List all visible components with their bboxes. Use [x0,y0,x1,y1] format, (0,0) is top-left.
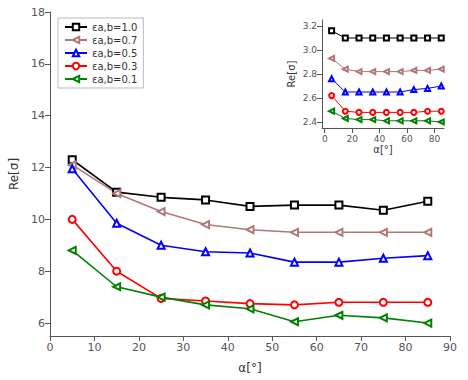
svg-text:Re[σ]: Re[σ] [286,61,297,88]
svg-text:6: 6 [38,317,45,330]
svg-text:90: 90 [443,341,457,354]
svg-text:50: 50 [265,341,279,354]
svg-text:3.2: 3.2 [303,21,317,31]
svg-text:40: 40 [221,341,235,354]
svg-text:12: 12 [31,161,45,174]
svg-text:20: 20 [346,134,358,144]
svg-text:0: 0 [322,134,328,144]
svg-text:8: 8 [38,265,45,278]
svg-text:70: 70 [354,341,368,354]
svg-text:18: 18 [31,6,45,19]
svg-text:εa,b=0.1: εa,b=0.1 [92,74,137,85]
svg-text:80: 80 [399,341,413,354]
svg-text:40: 40 [374,134,386,144]
svg-text:εa,b=0.3: εa,b=0.3 [92,61,137,72]
svg-text:εa,b=0.5: εa,b=0.5 [92,48,137,59]
svg-text:80: 80 [429,134,441,144]
svg-text:εa,b=1.0: εa,b=1.0 [92,22,137,33]
svg-text:16: 16 [31,57,45,70]
svg-text:10: 10 [31,213,45,226]
svg-text:20: 20 [132,341,146,354]
svg-text:0: 0 [47,341,54,354]
svg-text:2.4: 2.4 [303,117,318,127]
svg-text:α[°]: α[°] [373,144,392,155]
svg-text:α[°]: α[°] [238,361,261,375]
svg-text:2.6: 2.6 [303,93,318,103]
svg-text:10: 10 [87,341,101,354]
svg-text:30: 30 [176,341,190,354]
svg-text:Re[σ]: Re[σ] [7,158,21,190]
svg-text:3.0: 3.0 [303,45,318,55]
svg-text:εa,b=0.7: εa,b=0.7 [92,35,137,46]
svg-text:60: 60 [401,134,413,144]
svg-text:14: 14 [31,109,45,122]
svg-text:60: 60 [310,341,324,354]
svg-text:2.8: 2.8 [303,69,318,79]
